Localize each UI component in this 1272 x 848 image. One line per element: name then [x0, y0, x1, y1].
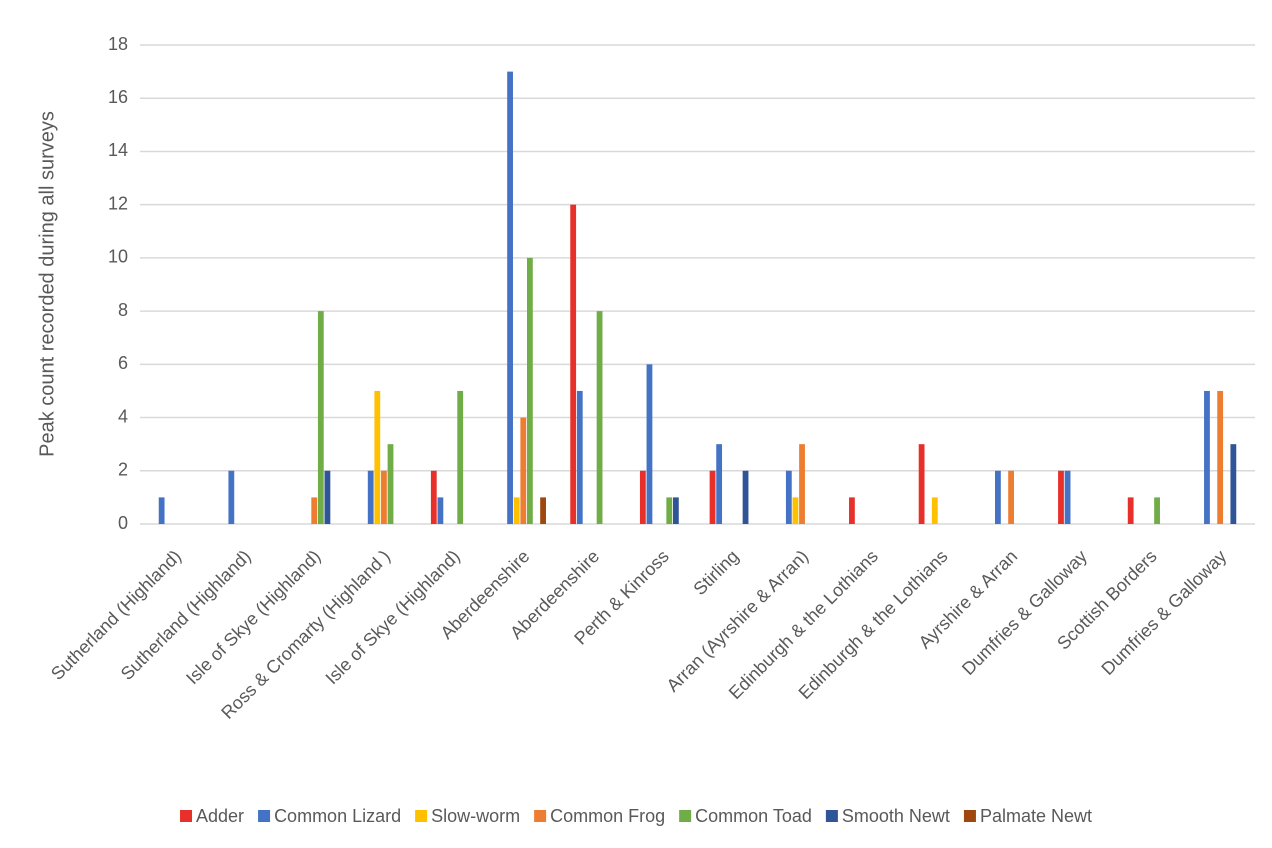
- bar: [576, 390, 583, 524]
- bar: [1058, 470, 1064, 524]
- y-tick-label: 8: [118, 300, 128, 320]
- bar: [1008, 470, 1014, 524]
- bar: [672, 497, 679, 524]
- bar: [228, 470, 235, 524]
- bar: [716, 444, 723, 524]
- legend-swatch: [679, 810, 692, 822]
- x-tick-label: Dumfries & Galloway: [1097, 546, 1230, 679]
- x-tick-label: Sutherland (Highland): [47, 546, 185, 684]
- x-tick-label: Sutherland (Highland): [117, 546, 255, 684]
- y-tick-label: 14: [108, 140, 128, 160]
- bar: [596, 311, 603, 524]
- bar: [457, 390, 464, 524]
- bar: [317, 311, 324, 524]
- x-tick-label: Dumfries & Galloway: [958, 546, 1091, 679]
- bar: [709, 470, 716, 524]
- bar: [742, 470, 749, 524]
- bar: [507, 71, 513, 524]
- bar: [1154, 497, 1160, 524]
- y-tick-label: 18: [108, 34, 128, 54]
- y-tick-label: 2: [118, 460, 128, 480]
- x-tick-label: Stirling: [689, 546, 742, 599]
- legend-swatch: [415, 810, 428, 822]
- bar: [785, 470, 792, 524]
- bar: [639, 470, 646, 524]
- bar: [666, 497, 673, 524]
- bar: [931, 497, 938, 524]
- legend-swatch: [963, 810, 976, 822]
- bar: [367, 470, 374, 524]
- bar: [374, 390, 381, 524]
- bar: [570, 204, 577, 524]
- bar: [918, 444, 925, 524]
- bar: [799, 444, 805, 524]
- bar: [324, 470, 331, 524]
- bar: [1230, 444, 1237, 524]
- legend-label: Adder: [196, 806, 244, 826]
- legend-swatch: [825, 810, 838, 822]
- legend-swatch: [534, 810, 547, 822]
- bar: [158, 497, 165, 524]
- bar: [437, 497, 444, 524]
- bar: [520, 417, 527, 524]
- bar: [513, 497, 520, 524]
- y-tick-label: 6: [118, 353, 128, 373]
- x-tick-label: Isle of Skye (Highland): [182, 546, 324, 688]
- legend-label: Smooth Newt: [842, 806, 950, 826]
- bar: [311, 497, 318, 524]
- x-tick-label: Arran (Ayrshire & Arran): [662, 546, 812, 696]
- y-tick-label: 10: [108, 247, 128, 267]
- bar: [1217, 390, 1224, 524]
- legend-label: Slow-worm: [431, 806, 520, 826]
- legend-label: Palmate Newt: [980, 806, 1092, 826]
- y-tick-label: 12: [108, 193, 128, 213]
- legend-swatch: [258, 810, 271, 822]
- y-tick-label: 0: [118, 513, 128, 533]
- legend-swatch: [180, 810, 193, 822]
- y-tick-label: 16: [108, 87, 128, 107]
- bar: [387, 444, 394, 524]
- legend-label: Common Frog: [550, 806, 665, 826]
- bar: [381, 470, 387, 524]
- legend-label: Common Lizard: [274, 806, 401, 826]
- bar: [1064, 470, 1071, 524]
- bar: [646, 364, 653, 524]
- y-tick-label: 4: [118, 406, 128, 426]
- bar: [849, 497, 855, 524]
- x-tick-label: Isle of Skye (Highland): [322, 546, 464, 688]
- bar: [792, 497, 799, 524]
- bar: [1204, 390, 1210, 524]
- y-axis-title: Peak count recorded during all surveys: [36, 111, 58, 457]
- bar: [526, 257, 533, 524]
- legend-label: Common Toad: [695, 806, 812, 826]
- bar: [540, 497, 546, 524]
- bar: [430, 470, 437, 524]
- bar: [994, 470, 1001, 524]
- bar: [1127, 497, 1134, 524]
